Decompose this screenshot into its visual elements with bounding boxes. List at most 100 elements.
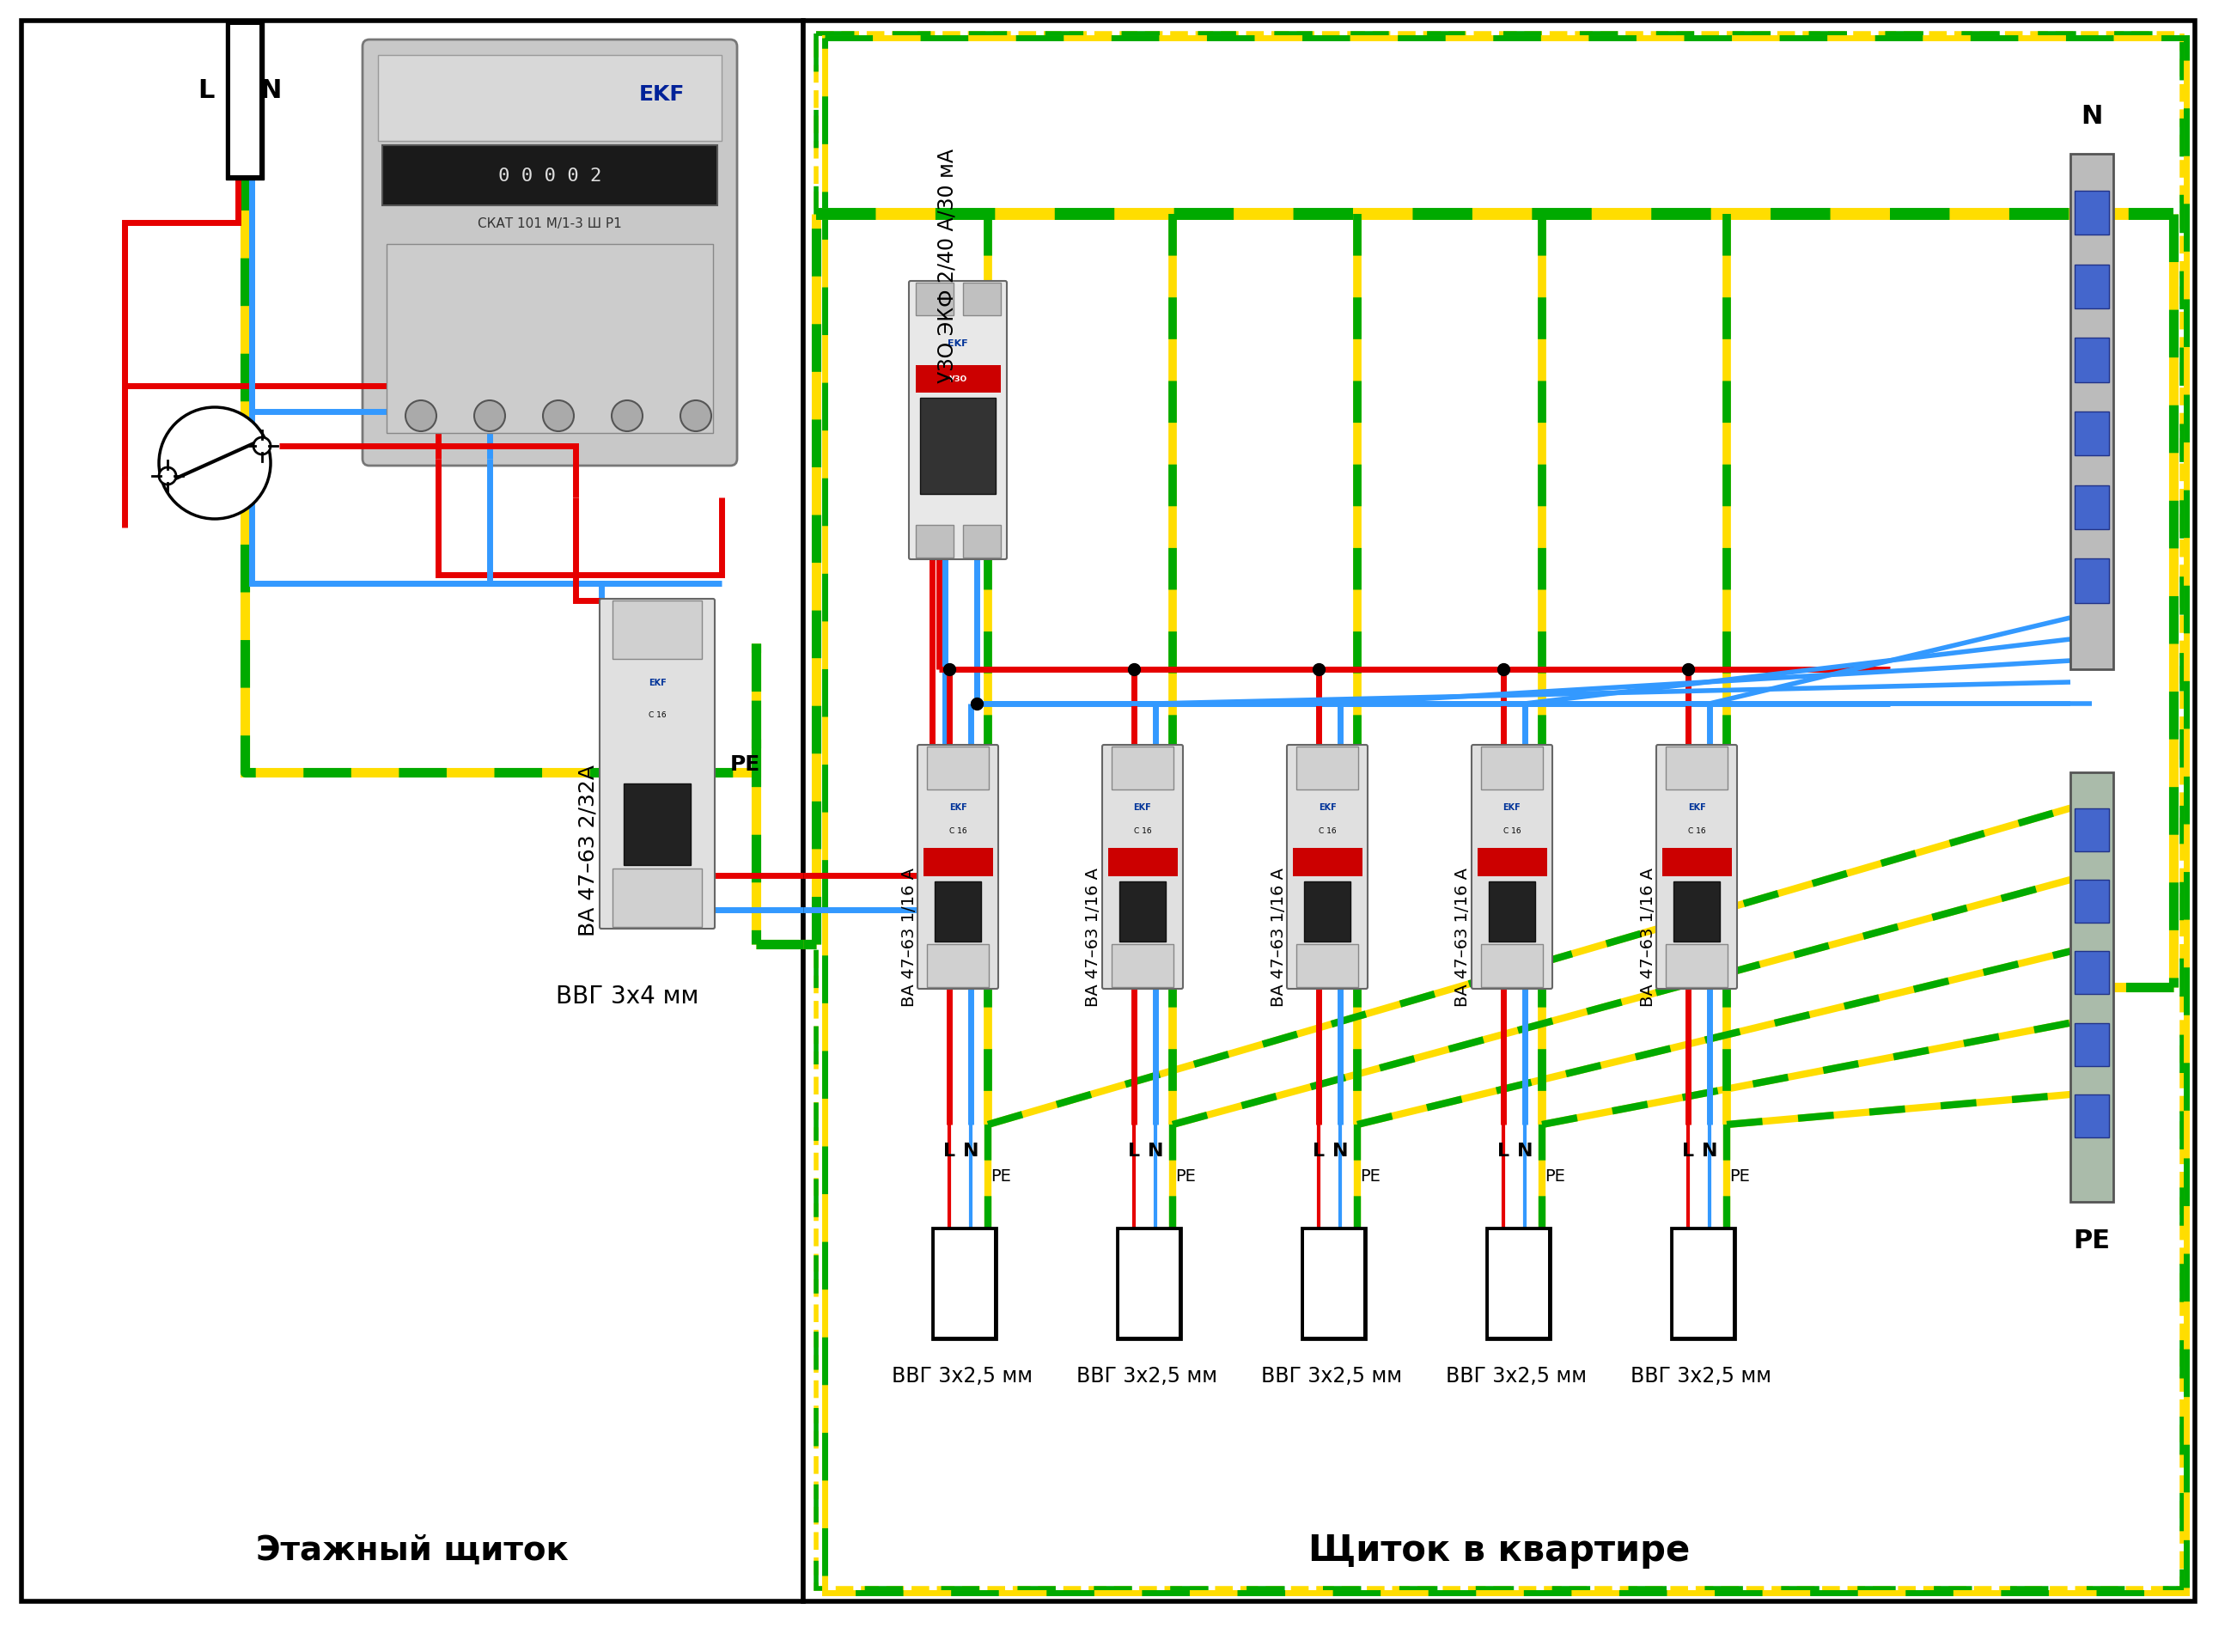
Text: PE: PE [1174, 1168, 1197, 1184]
Bar [1295, 945, 1358, 988]
Text: 0 0 0 0 2: 0 0 0 0 2 [499, 167, 602, 185]
FancyBboxPatch shape [1655, 745, 1736, 990]
Bar [1667, 945, 1727, 988]
Bar [924, 847, 993, 877]
Bar [803, 21, 2194, 1601]
Bar [2069, 155, 2114, 669]
Bar [2074, 1095, 2109, 1138]
Bar [1118, 1231, 1179, 1336]
Bar [1673, 882, 1720, 942]
Text: N: N [1517, 1142, 1532, 1160]
Text: EKF: EKF [1503, 803, 1521, 811]
Text: PE: PE [1360, 1168, 1380, 1184]
Bar [1667, 747, 1727, 790]
Bar [915, 284, 953, 316]
Bar [919, 398, 995, 496]
Text: C 16: C 16 [1318, 828, 1335, 834]
Text: EKF: EKF [1134, 803, 1152, 811]
Text: ВВГ 3х2,5 мм: ВВГ 3х2,5 мм [1076, 1365, 1217, 1386]
Text: Этажный щиток: Этажный щиток [255, 1533, 568, 1566]
Bar [383, 145, 718, 206]
Bar [2074, 486, 2109, 530]
Text: EKF: EKF [948, 340, 969, 349]
Text: C 16: C 16 [948, 828, 966, 834]
Bar [2074, 339, 2109, 383]
Text: N: N [1148, 1142, 1163, 1160]
Bar [935, 1231, 993, 1336]
Bar [1112, 945, 1174, 988]
Text: PE: PE [2074, 1227, 2109, 1252]
FancyBboxPatch shape [1472, 745, 1552, 990]
Text: ВВГ 3х2,5 мм: ВВГ 3х2,5 мм [1262, 1365, 1403, 1386]
FancyBboxPatch shape [917, 745, 998, 990]
Bar [2074, 952, 2109, 995]
Text: C 16: C 16 [1134, 828, 1152, 834]
Bar [624, 783, 691, 866]
Text: СКАТ 101 М/1-3 Ш Р1: СКАТ 101 М/1-3 Ш Р1 [479, 216, 622, 230]
Bar [1304, 1231, 1362, 1336]
Circle shape [253, 438, 271, 454]
Text: PE: PE [991, 1168, 1011, 1184]
Bar [915, 525, 953, 558]
Bar [1671, 1227, 1736, 1340]
Text: N: N [962, 1142, 980, 1160]
Bar [2074, 264, 2109, 309]
Bar [1293, 847, 1362, 877]
Bar [1476, 847, 1546, 877]
Text: ВА 47–63 2/32А: ВА 47–63 2/32А [577, 765, 600, 937]
Bar [22, 21, 803, 1601]
Text: L: L [1497, 1142, 1510, 1160]
Text: ВВГ 3х2,5 мм: ВВГ 3х2,5 мм [1631, 1365, 1772, 1386]
Circle shape [474, 401, 506, 431]
Text: EKF: EKF [1687, 803, 1705, 811]
Text: L: L [1313, 1142, 1324, 1160]
Bar [2074, 881, 2109, 923]
Text: PE: PE [1544, 1168, 1566, 1184]
Circle shape [611, 401, 642, 431]
Bar [1107, 847, 1177, 877]
Text: ВА 47–63 1/16 А: ВА 47–63 1/16 А [1085, 867, 1103, 1006]
Bar [2069, 773, 2114, 1203]
Text: C 16: C 16 [649, 712, 667, 719]
Text: Щиток в квартире: Щиток в квартире [1309, 1531, 1689, 1568]
Bar [933, 1227, 995, 1340]
Bar [926, 945, 989, 988]
Text: ВА 47–63 1/16 А: ВА 47–63 1/16 А [1454, 867, 1472, 1006]
Bar [1304, 882, 1351, 942]
Bar [962, 525, 1000, 558]
Text: УЗО: УЗО [948, 375, 966, 383]
Bar [1490, 1231, 1548, 1336]
Bar [1302, 1227, 1367, 1340]
Text: L: L [944, 1142, 955, 1160]
Bar [613, 869, 702, 927]
Text: ВА 47–63 1/16 А: ВА 47–63 1/16 А [1271, 867, 1286, 1006]
Bar [1116, 1227, 1181, 1340]
FancyBboxPatch shape [1103, 745, 1183, 990]
Bar [2074, 808, 2109, 851]
Bar [226, 21, 264, 180]
Circle shape [680, 401, 711, 431]
Text: L: L [1127, 1142, 1141, 1160]
FancyBboxPatch shape [600, 600, 716, 928]
Text: C 16: C 16 [1687, 828, 1705, 834]
Bar [926, 747, 989, 790]
FancyBboxPatch shape [362, 40, 736, 466]
Circle shape [544, 401, 575, 431]
FancyBboxPatch shape [1286, 745, 1367, 990]
Text: L: L [1682, 1142, 1693, 1160]
FancyBboxPatch shape [908, 281, 1007, 560]
Bar [1112, 747, 1174, 790]
Text: N: N [2080, 104, 2103, 129]
Text: ВВГ 3х2,5 мм: ВВГ 3х2,5 мм [893, 1365, 1033, 1386]
Text: N: N [1702, 1142, 1718, 1160]
Bar [230, 26, 259, 177]
Text: ВВГ 3х2,5 мм: ВВГ 3х2,5 мм [1445, 1365, 1586, 1386]
Text: ВА 47–63 1/16 А: ВА 47–63 1/16 А [902, 867, 917, 1006]
Text: PE: PE [729, 753, 761, 775]
Bar [915, 365, 1000, 393]
Text: C 16: C 16 [1503, 828, 1521, 834]
Bar [613, 601, 702, 659]
Text: EKF: EKF [948, 803, 966, 811]
Bar [1485, 1227, 1550, 1340]
Bar [1118, 882, 1165, 942]
